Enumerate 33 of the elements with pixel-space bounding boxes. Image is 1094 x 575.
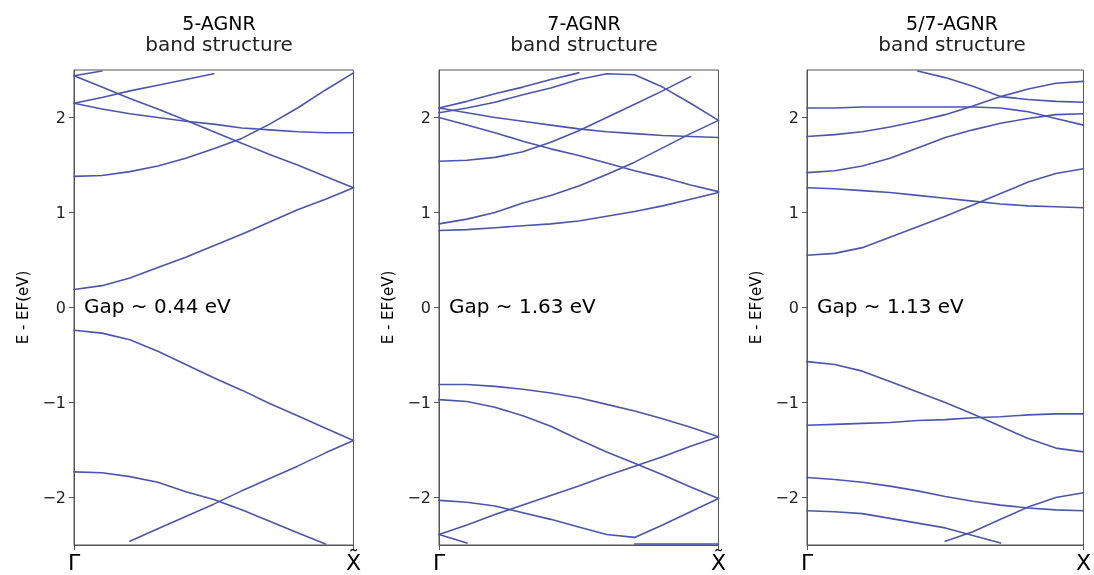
y-tick-label: 1 [420, 203, 431, 222]
chart-title: 5-AGNR [182, 11, 256, 34]
y-tick-label: 0 [788, 298, 799, 317]
y-tick-label: 2 [788, 108, 799, 127]
y-tick-label: 1 [788, 203, 799, 222]
chart-title: 7-AGNR [547, 11, 621, 34]
y-axis-title: E - EF(eV) [13, 270, 32, 345]
x-tick-label: Γ [67, 549, 81, 575]
y-tick-label: 2 [55, 108, 66, 127]
y-tick-label: 2 [420, 108, 431, 127]
y-axis-title: E - EF(eV) [746, 270, 765, 345]
chart-subtitle: band structure [145, 32, 293, 56]
annotation: Gap ~ 0.44 eV [84, 294, 232, 318]
chart-title: 5/7-AGNR [906, 11, 998, 34]
x-tick-label: Γ [800, 549, 814, 575]
y-tick-label: 1 [55, 203, 66, 222]
y-tick-label: −1 [775, 393, 799, 412]
x-tick-label: Γ [432, 549, 446, 575]
chart-subtitle: band structure [510, 32, 658, 56]
annotation: Gap ~ 1.13 eV [817, 294, 965, 318]
y-tick-label: 0 [420, 298, 431, 317]
x-tick-label: X̃ [345, 549, 361, 575]
y-tick-label: −2 [407, 488, 431, 507]
y-tick-label: −1 [42, 393, 66, 412]
chart-subtitle: band structure [878, 32, 1026, 56]
y-tick-label: 0 [55, 298, 66, 317]
annotation: Gap ~ 1.63 eV [449, 294, 597, 318]
x-tick-label: X [1075, 549, 1091, 575]
y-tick-label: −2 [775, 488, 799, 507]
y-tick-label: −1 [407, 393, 431, 412]
x-tick-label: X̃ [710, 549, 726, 575]
y-axis-title: E - EF(eV) [378, 270, 397, 345]
y-tick-label: −2 [42, 488, 66, 507]
